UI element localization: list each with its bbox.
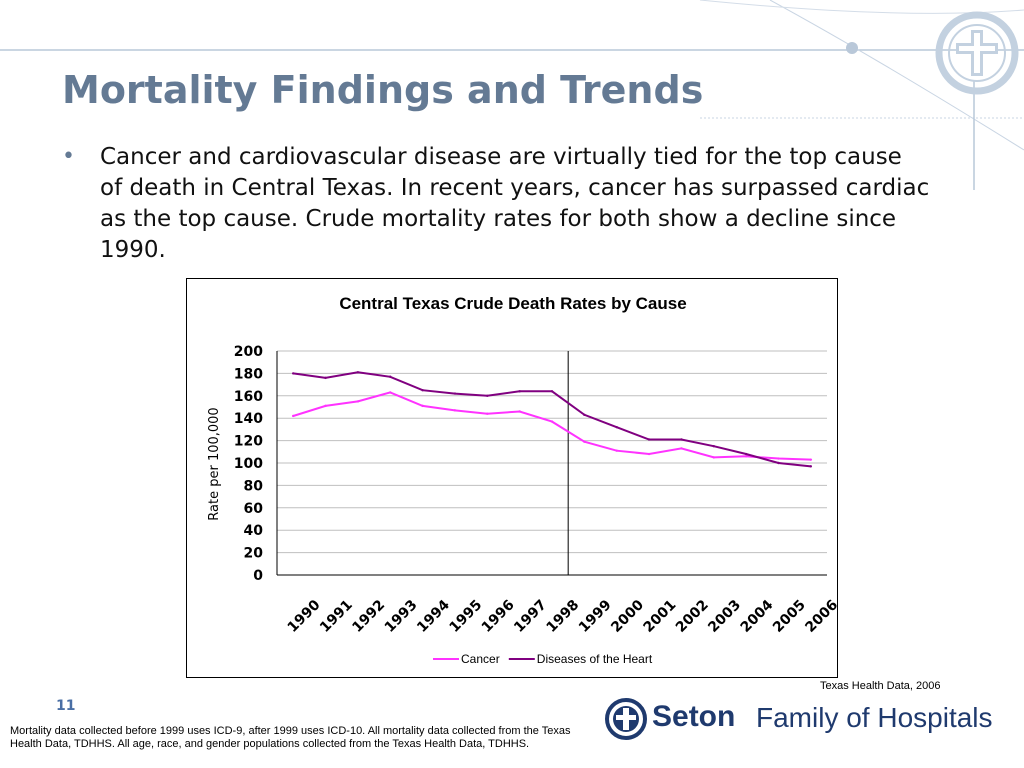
y-tick-label: 200 <box>234 344 263 360</box>
chart-frame: Central Texas Crude Death Rates by Cause… <box>186 278 842 678</box>
data-point <box>518 410 521 413</box>
x-tick-label: 1993 <box>382 597 421 636</box>
series-line-cancer <box>292 391 811 461</box>
y-tick-label: 80 <box>244 478 264 494</box>
line-chart: Central Texas Crude Death Rates by Cause… <box>207 294 842 666</box>
chart-title: Central Texas Crude Death Rates by Cause <box>339 294 686 313</box>
x-tick-label: 1992 <box>349 597 388 636</box>
data-point <box>680 447 683 450</box>
y-tick-label: 0 <box>253 568 263 584</box>
data-point <box>777 457 780 460</box>
y-tick-label: 60 <box>244 501 264 517</box>
x-tick-labels: 1990199119921993199419951996199719981999… <box>285 597 842 636</box>
y-tick-label: 20 <box>244 546 264 562</box>
seton-cross-logo-icon <box>605 698 647 740</box>
data-point <box>615 425 618 429</box>
y-tick-label: 140 <box>234 411 263 427</box>
legend-label: Diseases of the Heart <box>537 652 653 666</box>
data-point <box>291 414 295 418</box>
data-point <box>324 404 327 408</box>
y-tick-label: 160 <box>234 389 263 405</box>
data-point <box>453 409 457 412</box>
data-point <box>550 420 554 423</box>
data-point <box>809 458 813 461</box>
y-tick-label: 40 <box>244 523 264 539</box>
series-lines <box>291 371 813 468</box>
chart-legend: Cancer Diseases of the Heart <box>433 652 653 666</box>
logo-brand-text: Seton <box>652 700 736 733</box>
x-tick-label: 1995 <box>446 597 485 636</box>
data-point <box>518 390 521 393</box>
data-point <box>615 449 618 452</box>
series-line-diseases-of-the-heart <box>293 371 811 468</box>
bullet-text: Cancer and cardiovascular disease are vi… <box>100 144 930 263</box>
data-point <box>712 445 715 448</box>
x-tick-label: 1998 <box>544 597 583 636</box>
legend-label: Cancer <box>461 652 500 666</box>
x-tick-label: 1997 <box>511 597 550 636</box>
data-point <box>680 438 683 441</box>
y-tick-label: 120 <box>234 434 263 450</box>
slide-title: Mortality Findings and Trends <box>62 68 704 112</box>
data-point <box>421 389 424 392</box>
source-note: Texas Health Data, 2006 <box>820 680 941 692</box>
x-tick-label: 2004 <box>738 597 777 636</box>
data-point <box>583 440 586 443</box>
data-point <box>809 465 813 468</box>
x-tick-label: 2000 <box>608 597 647 636</box>
data-point <box>550 390 554 393</box>
data-point <box>744 452 748 456</box>
y-tick-labels: 0 20 40 60 80 100 120 140 160 180 200 <box>234 344 263 584</box>
page-number: 11 <box>56 698 76 714</box>
data-point <box>777 461 780 465</box>
x-tick-label: 2006 <box>802 597 837 636</box>
x-tick-label: 1996 <box>479 597 518 636</box>
data-point <box>486 412 489 415</box>
data-point <box>356 371 360 374</box>
footnote: Mortality data collected before 1999 use… <box>10 725 571 750</box>
x-tick-label: 1990 <box>285 597 324 636</box>
data-point <box>486 394 489 397</box>
data-point <box>324 376 327 380</box>
data-point <box>291 372 295 375</box>
data-point <box>356 400 360 403</box>
x-tick-label: 2001 <box>641 597 680 636</box>
y-tick-label: 100 <box>234 456 263 472</box>
x-tick-label: 1999 <box>576 597 615 636</box>
data-point <box>583 413 586 417</box>
logo-tagline-text: Family of Hospitals <box>756 702 993 733</box>
data-point <box>389 391 392 394</box>
bullet-dot-icon: • <box>62 144 75 169</box>
y-tick-label: 180 <box>234 366 263 382</box>
y-axis-label: Rate per 100,000 <box>207 407 222 520</box>
data-point <box>453 392 457 395</box>
x-tick-label: 1994 <box>414 597 453 636</box>
data-point <box>389 375 392 378</box>
data-point <box>744 455 748 458</box>
data-point <box>421 404 424 408</box>
x-tick-label: 1991 <box>317 597 356 636</box>
x-tick-label: 2002 <box>673 597 712 636</box>
gridlines <box>276 350 827 576</box>
data-point <box>712 456 715 459</box>
data-point <box>647 452 651 456</box>
x-tick-label: 2005 <box>770 597 809 636</box>
watermark-cross-icon <box>935 11 1019 95</box>
data-point <box>647 438 651 441</box>
seton-logo: Seton Family of Hospitals <box>604 697 1004 747</box>
x-tick-label: 2003 <box>705 597 744 636</box>
